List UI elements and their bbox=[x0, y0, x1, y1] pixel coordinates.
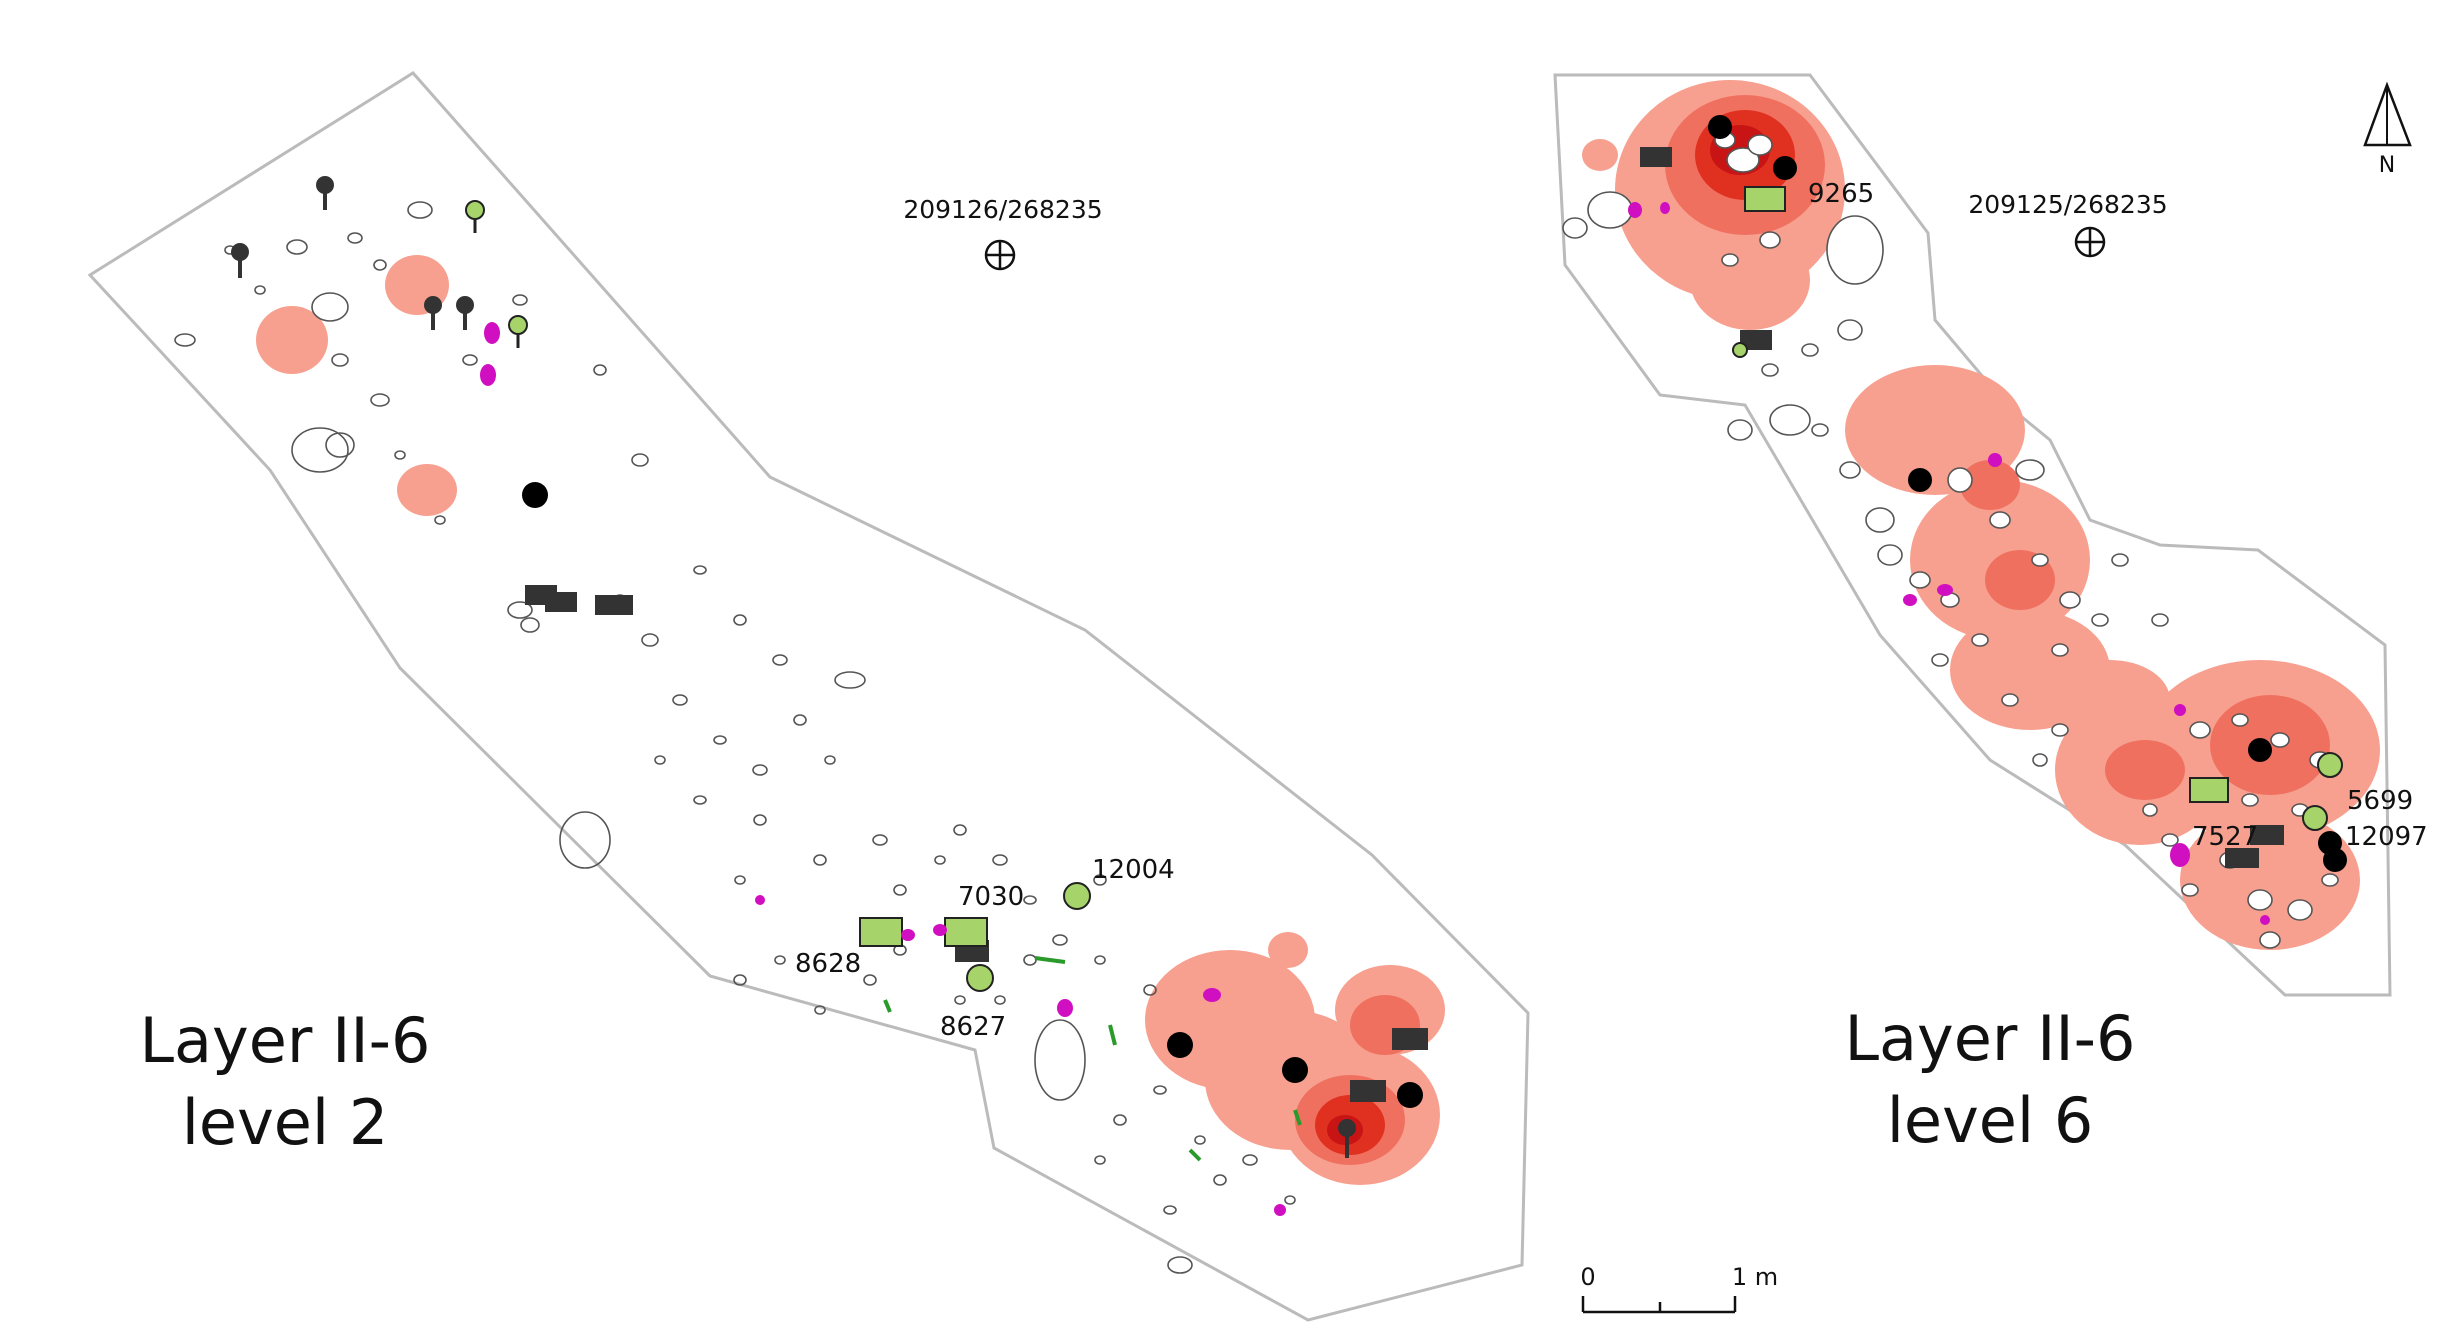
map-title-line: Layer II-6 bbox=[1844, 1002, 2136, 1075]
find-label: 8628 bbox=[795, 949, 861, 979]
pin-marker-icon bbox=[231, 243, 249, 278]
map-level-6: 209125/268235 9265 5699 7527 12097 bbox=[1553, 73, 2428, 997]
datum-crosshair-icon bbox=[2074, 226, 2106, 258]
datum-label: 209125/268235 bbox=[1968, 190, 2167, 219]
find-label: 7030 bbox=[958, 882, 1024, 912]
green-markers-level-6 bbox=[1732, 186, 2343, 831]
magenta-markers-level-6 bbox=[1628, 202, 2270, 925]
map-title-level-2: Layer II-6 level 2 bbox=[120, 1000, 450, 1164]
green-markers-level-2 bbox=[859, 882, 1091, 992]
map-title-level-6: Layer II-6 level 6 bbox=[1825, 998, 2155, 1162]
scale-end-label: 1 m bbox=[1732, 1263, 1778, 1291]
find-label: 5699 bbox=[2347, 786, 2413, 816]
density-heatmap bbox=[1582, 80, 2380, 950]
map-level-2: 209126/268235 12004 7030 8628 8627 bbox=[87, 71, 1530, 1322]
pin-marker-icon bbox=[456, 296, 474, 330]
pin-marker-icon bbox=[316, 176, 334, 210]
find-label: 7527 bbox=[2192, 822, 2258, 852]
pin-marker-icon bbox=[424, 296, 442, 330]
magenta-markers-level-2 bbox=[480, 322, 1286, 1216]
green-line-markers-level-2 bbox=[883, 956, 1302, 1162]
pin-marker-icon bbox=[465, 200, 485, 233]
excavation-outline bbox=[87, 71, 1530, 1322]
pin-markers-level-2 bbox=[231, 176, 1356, 1158]
map-title-line: level 6 bbox=[1886, 1084, 2094, 1157]
scale-start-label: 0 bbox=[1580, 1263, 1595, 1291]
north-label: N bbox=[2379, 153, 2395, 178]
black-markers-level-2 bbox=[522, 482, 1423, 1108]
north-arrow-icon: N bbox=[2363, 81, 2412, 178]
black-markers-level-6 bbox=[1708, 115, 2347, 872]
find-label: 8627 bbox=[940, 1012, 1006, 1042]
stones-level-2 bbox=[174, 201, 1296, 1274]
excavation-outline bbox=[1553, 73, 2392, 997]
pin-marker-icon bbox=[1338, 1119, 1356, 1158]
find-label: 9265 bbox=[1808, 179, 1874, 209]
datum-label: 209126/268235 bbox=[903, 195, 1102, 224]
datum-crosshair-icon bbox=[984, 239, 1016, 271]
pin-marker-icon bbox=[508, 315, 528, 348]
find-label: 12004 bbox=[1092, 855, 1175, 885]
dark-rect-markers-level-6 bbox=[1640, 147, 2284, 868]
map-title-line: Layer II-6 bbox=[139, 1004, 431, 1077]
map-title-line: level 2 bbox=[181, 1086, 389, 1159]
scale-bar: 0 1 m bbox=[1580, 1263, 1778, 1314]
find-label: 12097 bbox=[2345, 822, 2428, 852]
